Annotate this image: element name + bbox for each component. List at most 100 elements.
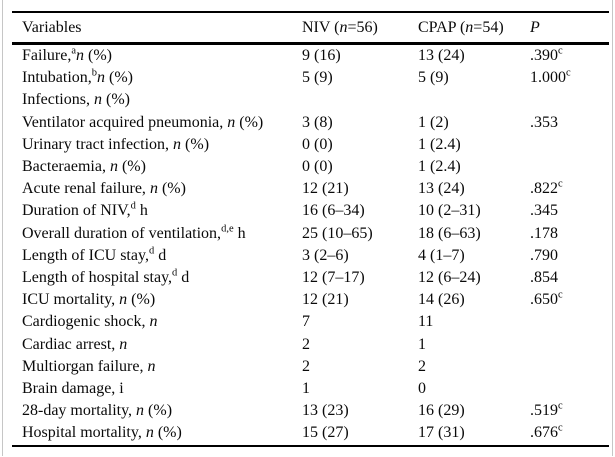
text: 1 (2) [418, 113, 449, 131]
cell-niv: 3 (2–6) [302, 245, 418, 267]
text: 16 (6–34) [302, 202, 365, 220]
italic-text: n [93, 91, 102, 109]
cell-p-value [530, 156, 609, 178]
cell-p-value: .519c [530, 400, 609, 422]
text: (%) [101, 91, 130, 109]
cell-cpap: 11 [418, 311, 530, 333]
italic-text: P [530, 18, 540, 36]
text: (%) [117, 158, 146, 176]
text: 2 [302, 357, 310, 375]
text: Length of ICU stay, [22, 246, 149, 264]
table-row: Failure,an (%) 9 (16) 13 (24) .390c [12, 44, 609, 68]
text: (%) [235, 113, 264, 131]
italic-text: n [76, 47, 84, 64]
italic-text: n [149, 313, 158, 331]
cell-p-value: .822c [530, 178, 609, 200]
text: 12 (21) [302, 180, 349, 198]
text: .345 [530, 202, 558, 220]
text: 0 [418, 380, 426, 398]
superscript-note: b [91, 67, 98, 79]
table-row: Brain damage, i 1 0 [12, 378, 609, 400]
cell-variable: 28-day mortality, n (%) [12, 400, 302, 422]
cell-niv: 2 [302, 356, 418, 378]
italic-text: n [136, 402, 145, 420]
text: Brain damage, i [22, 380, 124, 398]
cell-variable: Multiorgan failure, n [12, 356, 302, 378]
text: Failure, [22, 47, 72, 64]
cell-p-value: .676c [530, 422, 609, 445]
cell-niv: 7 [302, 311, 418, 333]
superscript-note: c [558, 423, 563, 435]
table-row: Ventilator acquired pneumonia, n (%) 3 (8… [12, 112, 609, 134]
text: Multiorgan failure, [22, 357, 148, 375]
cell-p-value [530, 356, 609, 378]
cell-variable: Hospital mortality, n (%) [12, 422, 302, 445]
text: 13 (24) [418, 47, 465, 64]
cell-variable: Brain damage, i [12, 378, 302, 400]
cell-p-value: .353 [530, 112, 609, 134]
table-row: Overall duration of ventilation,d,e h 25 … [12, 223, 609, 245]
italic-text: n [97, 69, 106, 87]
text: 12 (6–24) [418, 269, 481, 287]
text: Length of hospital stay, [22, 269, 173, 287]
text: 7 [302, 313, 310, 331]
cell-niv: 16 (6–34) [302, 200, 418, 222]
cell-niv: 0 (0) [302, 156, 418, 178]
italic-text: n [173, 135, 182, 153]
italic-text: n [145, 424, 154, 442]
text: 12 (21) [302, 291, 349, 309]
cell-niv: 25 (10–65) [302, 223, 418, 245]
text: (%) [153, 424, 182, 442]
text: 13 (23) [302, 402, 349, 420]
text: .822 [530, 180, 558, 198]
cell-p-value: .650c [530, 289, 609, 311]
cell-cpap: 13 (24) [418, 44, 530, 68]
text: =54) [473, 18, 504, 36]
column-header-p: P [530, 12, 609, 45]
table-header-row: Variables NIV (n=56) CPAP (n=54) P [12, 12, 609, 45]
column-header-niv: NIV (n=56) [302, 12, 418, 45]
cell-cpap: 1 [418, 334, 530, 356]
text: NIV ( [302, 18, 340, 36]
text: 2 [302, 335, 310, 353]
cell-cpap: 17 (31) [418, 422, 530, 445]
table-header: Variables NIV (n=56) CPAP (n=54) P [12, 12, 609, 45]
table-row: Hospital mortality, n (%) 15 (27) 17 (31).… [12, 422, 609, 445]
italic-text: n [119, 291, 128, 309]
cell-variable: Bacteraemia, n (%) [12, 156, 302, 178]
superscript-note: d,e [221, 223, 234, 235]
table-body: Failure,an (%) 9 (16) 13 (24) .390c Intubati… [12, 44, 609, 446]
text: Cardiogenic shock, [22, 313, 150, 331]
text: (%) [157, 180, 186, 198]
text: Bacteraemia, [22, 158, 110, 176]
text: Duration of NIV, [22, 202, 131, 220]
text: 16 (29) [418, 402, 465, 420]
cell-p-value: .178 [530, 223, 609, 245]
superscript-note: c [558, 178, 563, 190]
cell-cpap: 18 (6–63) [418, 223, 530, 245]
cell-variable: Overall duration of ventilation,d,e h [12, 223, 302, 245]
cell-cpap: 0 [418, 378, 530, 400]
italic-text: n [109, 158, 118, 176]
text: .854 [530, 269, 558, 287]
cell-cpap: 10 (2–31) [418, 200, 530, 222]
cell-cpap: 12 (6–24) [418, 267, 530, 289]
text: 11 [418, 313, 434, 331]
superscript-note: a [71, 45, 76, 57]
cell-niv: 12 (7–17) [302, 267, 418, 289]
cell-p-value: .345 [530, 200, 609, 222]
text: CPAP ( [418, 18, 466, 36]
table-row: Infections, n (%) [12, 89, 609, 111]
table-row: Bacteraemia, n (%) 0 (0) 1 (2.4) [12, 156, 609, 178]
cell-cpap: 4 (1–7) [418, 245, 530, 267]
cell-niv: 5 (9) [302, 67, 418, 89]
clinical-outcomes-table: Variables NIV (n=56) CPAP (n=54) P Failure,… [12, 11, 609, 447]
italic-text: n [339, 18, 348, 36]
text: .178 [530, 224, 558, 242]
text: .790 [530, 246, 558, 264]
cell-p-value [530, 378, 609, 400]
cell-p-value [530, 334, 609, 356]
cell-variable: Acute renal failure, n (%) [12, 178, 302, 200]
superscript-note: d [130, 201, 136, 213]
